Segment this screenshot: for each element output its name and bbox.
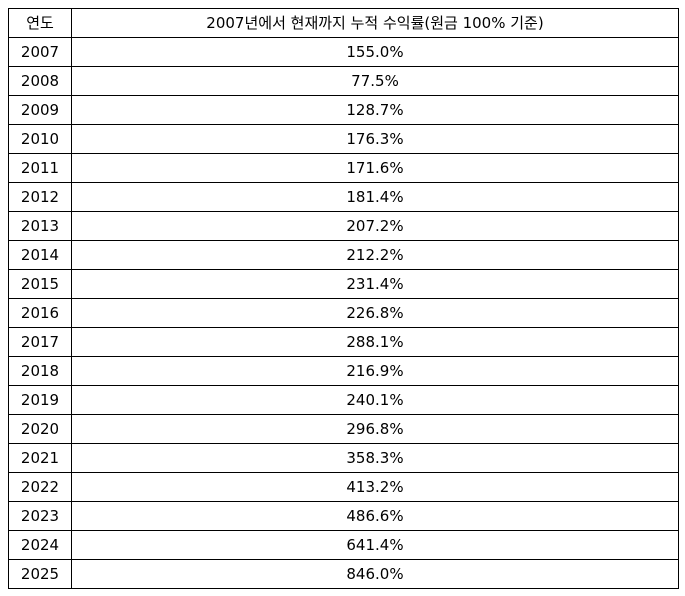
table-row: 2015 231.4% <box>8 269 679 299</box>
table-row: 2017 288.1% <box>8 327 679 357</box>
cumulative-return-cell: 155.0% <box>71 37 679 67</box>
cumulative-return-cell: 212.2% <box>71 240 679 270</box>
year-cell: 2008 <box>8 66 72 96</box>
year-cell: 2015 <box>8 269 72 299</box>
cumulative-return-cell: 288.1% <box>71 327 679 357</box>
year-cell: 2016 <box>8 298 72 328</box>
cumulative-return-cell: 171.6% <box>71 153 679 183</box>
year-cell: 2024 <box>8 530 72 560</box>
year-cell: 2019 <box>8 385 72 415</box>
table-row: 2018 216.9% <box>8 356 679 386</box>
year-cell: 2020 <box>8 414 72 444</box>
cumulative-return-cell: 846.0% <box>71 559 679 589</box>
table-row: 2013 207.2% <box>8 211 679 241</box>
cumulative-return-cell: 128.7% <box>71 95 679 125</box>
year-cell: 2011 <box>8 153 72 183</box>
table-row: 2008 77.5% <box>8 66 679 96</box>
cumulative-return-cell: 176.3% <box>71 124 679 154</box>
year-cell: 2017 <box>8 327 72 357</box>
table-row: 2012 181.4% <box>8 182 679 212</box>
year-cell: 2021 <box>8 443 72 473</box>
table-header: 연도 2007년에서 현재까지 누적 수익률(원금 100% 기준) <box>8 8 679 38</box>
table-row: 2020 296.8% <box>8 414 679 444</box>
year-cell: 2022 <box>8 472 72 502</box>
cumulative-return-cell: 296.8% <box>71 414 679 444</box>
cumulative-return-cell: 207.2% <box>71 211 679 241</box>
year-cell: 2014 <box>8 240 72 270</box>
year-cell: 2018 <box>8 356 72 386</box>
cumulative-return-cell: 413.2% <box>71 472 679 502</box>
cumulative-return-cell: 226.8% <box>71 298 679 328</box>
cumulative-return-cell: 358.3% <box>71 443 679 473</box>
table-row: 2024 641.4% <box>8 530 679 560</box>
cumulative-return-cell: 77.5% <box>71 66 679 96</box>
table-row: 2010 176.3% <box>8 124 679 154</box>
cumulative-return-cell: 231.4% <box>71 269 679 299</box>
cumulative-return-cell: 240.1% <box>71 385 679 415</box>
cumulative-return-cell: 216.9% <box>71 356 679 386</box>
cumulative-return-cell: 486.6% <box>71 501 679 531</box>
year-cell: 2010 <box>8 124 72 154</box>
year-cell: 2012 <box>8 182 72 212</box>
table-row: 2019 240.1% <box>8 385 679 415</box>
cumulative-returns-table: 연도 2007년에서 현재까지 누적 수익률(원금 100% 기준) 2007 1… <box>8 8 679 589</box>
header-cumulative-return: 2007년에서 현재까지 누적 수익률(원금 100% 기준) <box>71 8 679 38</box>
table-row: 2016 226.8% <box>8 298 679 328</box>
year-cell: 2013 <box>8 211 72 241</box>
year-cell: 2025 <box>8 559 72 589</box>
returns-table-container: 연도 2007년에서 현재까지 누적 수익률(원금 100% 기준) 2007 1… <box>8 8 679 589</box>
table-row: 2007 155.0% <box>8 37 679 67</box>
year-cell: 2007 <box>8 37 72 67</box>
header-row: 연도 2007년에서 현재까지 누적 수익률(원금 100% 기준) <box>8 8 679 38</box>
year-cell: 2023 <box>8 501 72 531</box>
year-cell: 2009 <box>8 95 72 125</box>
table-row: 2009 128.7% <box>8 95 679 125</box>
cumulative-return-cell: 181.4% <box>71 182 679 212</box>
table-row: 2021 358.3% <box>8 443 679 473</box>
table-row: 2022 413.2% <box>8 472 679 502</box>
table-body: 2007 155.0% 2008 77.5% 2009 128.7% 2010 176.3% 2… <box>8 37 679 589</box>
header-year: 연도 <box>8 8 72 38</box>
table-row: 2011 171.6% <box>8 153 679 183</box>
table-row: 2014 212.2% <box>8 240 679 270</box>
table-row: 2025 846.0% <box>8 559 679 589</box>
table-row: 2023 486.6% <box>8 501 679 531</box>
cumulative-return-cell: 641.4% <box>71 530 679 560</box>
